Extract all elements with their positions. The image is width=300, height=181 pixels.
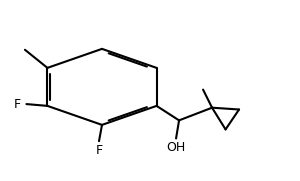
Text: OH: OH <box>167 141 186 154</box>
Text: F: F <box>14 98 21 111</box>
Text: F: F <box>95 144 103 157</box>
